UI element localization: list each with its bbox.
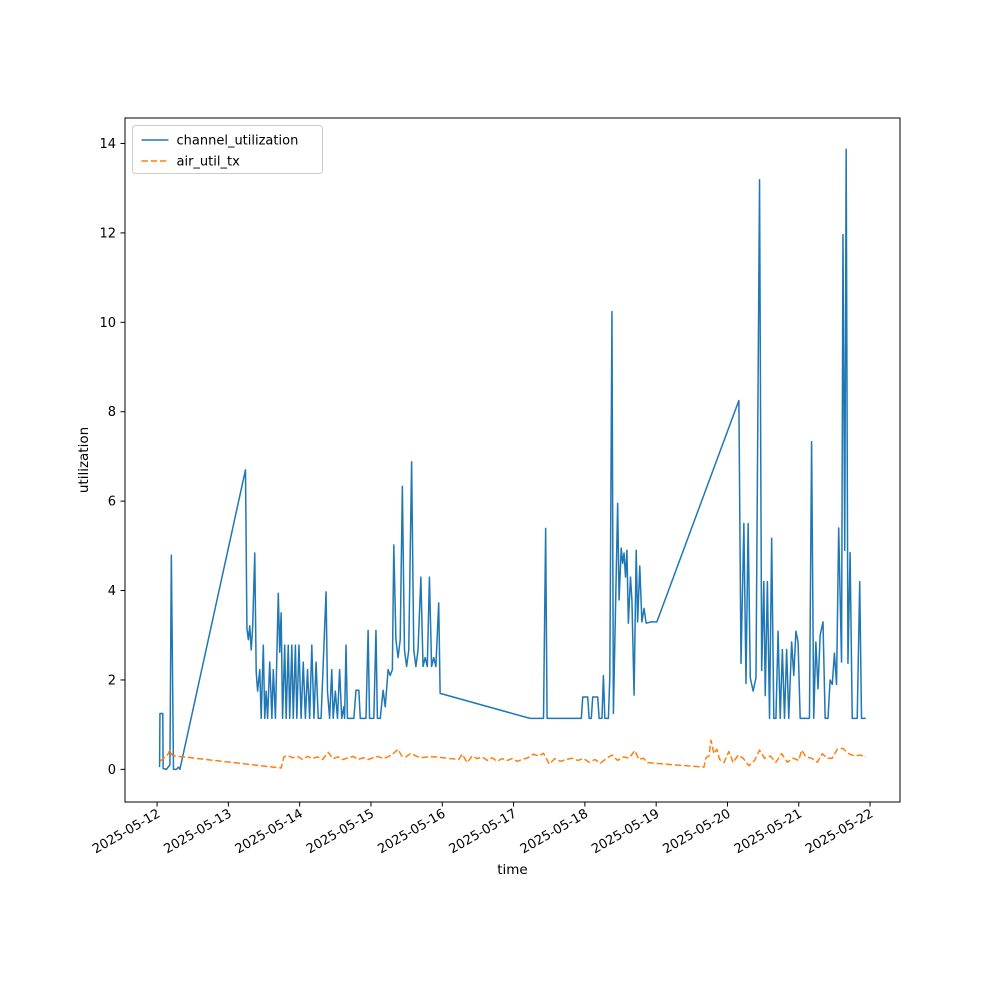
series-channel_utilization [158, 148, 866, 771]
x-axis-label: time [497, 862, 528, 878]
axes-frame [124, 117, 901, 803]
y-axis-label: utilization [76, 427, 92, 493]
y-tick-label: 12 [99, 226, 116, 241]
legend-label-air_util_tx: air_util_tx [177, 155, 241, 170]
y-tick-label: 14 [99, 137, 116, 152]
y-tick-label: 10 [99, 316, 116, 331]
legend-box [132, 125, 323, 174]
series-air_util_tx [159, 739, 867, 769]
legend-label-channel_utilization: channel_utilization [177, 134, 299, 149]
y-axis: 0 2 4 6 8 10 12 14 [99, 137, 125, 778]
y-tick-label: 2 [108, 673, 116, 688]
legend: channel_utilization air_util_tx [132, 125, 323, 174]
y-tick-label: 8 [108, 405, 116, 420]
y-tick-label: 0 [108, 763, 116, 778]
y-tick-label: 6 [108, 495, 116, 510]
y-tick-label: 4 [108, 584, 116, 599]
